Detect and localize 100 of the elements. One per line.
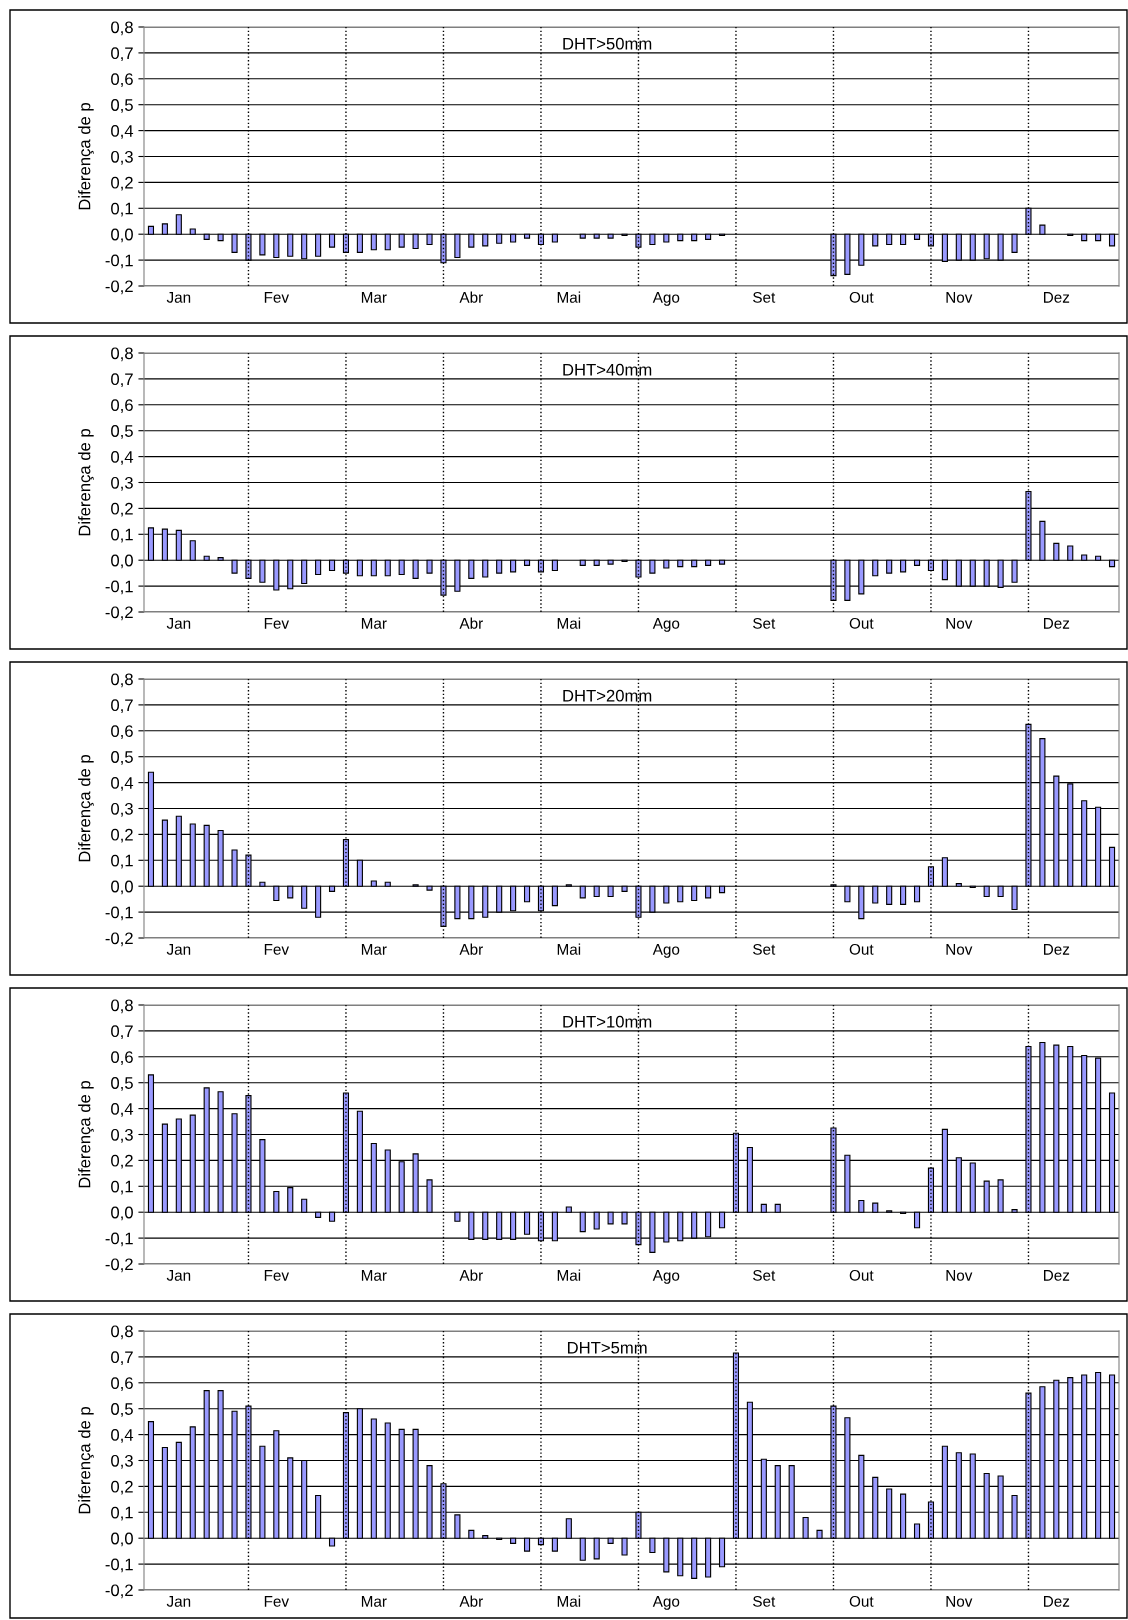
y-tick-label: 0,2 [111, 1154, 133, 1169]
y-tick-label: 0,1 [111, 202, 133, 217]
y-tick-label: 0,4 [111, 1103, 134, 1117]
x-tick-label: Fev [264, 1270, 289, 1281]
x-tick-label: Mar [361, 1270, 387, 1281]
y-tick-label: -0,2 [105, 280, 133, 295]
x-tick-label: Ago [652, 944, 680, 958]
text: DHT>10mm [563, 1015, 652, 1028]
y-tick-label: 0,7 [111, 1351, 133, 1366]
y-axis-title: Diferença de p [78, 429, 94, 536]
x-tick-label: Ago [652, 1596, 680, 1610]
x-tick-label: Dez [1043, 618, 1070, 629]
y-tick-label: 0,6 [111, 1051, 133, 1065]
x-tick-label: Dez [1043, 1596, 1070, 1607]
y-tick-label: 0,3 [111, 1128, 133, 1143]
x-tick-label: Mar [361, 1596, 387, 1607]
y-axis-title: Diferença de p [78, 1407, 94, 1514]
x-tick-label: Mai [557, 1595, 581, 1607]
x-tick-label: Set [753, 943, 776, 955]
y-tick-label: 0,6 [111, 399, 133, 413]
y-tick-label: 0,1 [111, 854, 133, 869]
x-tick-label: Mar [361, 618, 387, 629]
y-tick-label: 0,3 [111, 1454, 133, 1469]
x-tick-label: Jan [166, 1596, 191, 1607]
x-tick-label: Abr [459, 943, 483, 955]
y-tick-label: -0,2 [105, 606, 133, 621]
y-tick-label: 0,6 [111, 1377, 133, 1391]
y-tick-label: 0,5 [111, 99, 133, 113]
x-tick-label: Mar [361, 292, 387, 303]
y-tick-label: 0,0 [111, 554, 133, 569]
y-tick-label: 0,5 [111, 425, 133, 439]
y-tick-label: 0,0 [111, 1206, 133, 1221]
y-tick-label: -0,1 [105, 254, 133, 269]
y-tick-label: -0,1 [105, 906, 133, 921]
x-tick-label: Ago [652, 1270, 680, 1284]
x-tick-label: Mar [361, 944, 387, 955]
y-tick-label: 0,1 [111, 1506, 133, 1521]
x-tick-label: Dez [1043, 944, 1070, 955]
y-tick-label: 0,7 [111, 47, 133, 62]
x-tick-label: Abr [459, 1269, 483, 1281]
y-tick-label: 0,2 [111, 502, 133, 517]
y-tick-label: 0,2 [111, 828, 133, 843]
x-tick-label: Fev [264, 944, 289, 955]
text: DHT>20mm [563, 689, 652, 702]
x-tick-label: Set [753, 1269, 776, 1281]
y-tick-label: 0,8 [111, 1325, 133, 1340]
x-tick-label: Set [753, 291, 776, 303]
x-tick-label: Mai [557, 943, 581, 955]
x-tick-label: Mai [557, 291, 581, 303]
x-tick-label: Nov [946, 1596, 973, 1607]
x-tick-label: Nov [946, 292, 973, 303]
x-tick-label: Abr [459, 1595, 483, 1607]
y-tick-label: -0,2 [105, 932, 133, 947]
y-tick-label: 0,3 [111, 476, 133, 491]
y-tick-label: 0,8 [111, 21, 133, 36]
y-tick-label: 0,1 [111, 1180, 133, 1195]
x-tick-label: Out [849, 1269, 874, 1281]
x-tick-label: Out [849, 291, 874, 303]
y-tick-label: 0,4 [111, 777, 134, 791]
y-tick-label: -0,1 [105, 580, 133, 595]
x-tick-label: Ago [652, 618, 680, 632]
x-tick-label: Nov [946, 1270, 973, 1281]
y-tick-label: 0,7 [111, 1025, 133, 1040]
x-tick-label: Abr [459, 617, 483, 629]
y-axis-title: Diferença de p [78, 755, 94, 862]
y-tick-label: 0,0 [111, 228, 133, 243]
x-tick-label: Fev [264, 618, 289, 629]
x-tick-label: Jan [166, 944, 191, 955]
x-tick-label: Fev [264, 1596, 289, 1607]
x-tick-label: Mai [557, 1269, 581, 1281]
y-tick-label: 0,6 [111, 725, 133, 739]
x-tick-label: Nov [946, 944, 973, 955]
y-tick-label: 0,5 [111, 1077, 133, 1091]
x-tick-label: Out [849, 1595, 874, 1607]
x-tick-label: Set [753, 617, 776, 629]
x-tick-label: Out [849, 943, 874, 955]
x-tick-label: Jan [166, 292, 191, 303]
y-tick-label: 0,2 [111, 176, 133, 191]
y-tick-label: 0,1 [111, 528, 133, 543]
y-tick-label: -0,2 [105, 1584, 133, 1599]
y-tick-label: -0,1 [105, 1558, 133, 1573]
y-tick-label: 0,4 [111, 125, 134, 139]
y-tick-label: 0,4 [111, 1429, 134, 1443]
x-tick-label: Nov [946, 618, 973, 629]
y-tick-label: -0,1 [105, 1232, 133, 1247]
y-tick-label: 0,4 [111, 451, 134, 465]
y-tick-label: 0,8 [111, 347, 133, 362]
y-tick-label: 0,3 [111, 150, 133, 165]
y-tick-label: 0,5 [111, 1403, 133, 1417]
y-tick-label: 0,6 [111, 73, 133, 87]
x-tick-label: Ago [652, 292, 680, 306]
y-tick-label: 0,0 [111, 1532, 133, 1547]
y-tick-label: 0,8 [111, 999, 133, 1014]
text: DHT>40mm [563, 363, 652, 376]
y-tick-label: 0,7 [111, 373, 133, 388]
x-tick-label: Jan [166, 1270, 191, 1281]
y-axis-title: Diferença de p [78, 1081, 94, 1188]
y-tick-label: 0,5 [111, 751, 133, 765]
x-tick-label: Set [753, 1595, 776, 1607]
x-tick-label: Out [849, 617, 874, 629]
